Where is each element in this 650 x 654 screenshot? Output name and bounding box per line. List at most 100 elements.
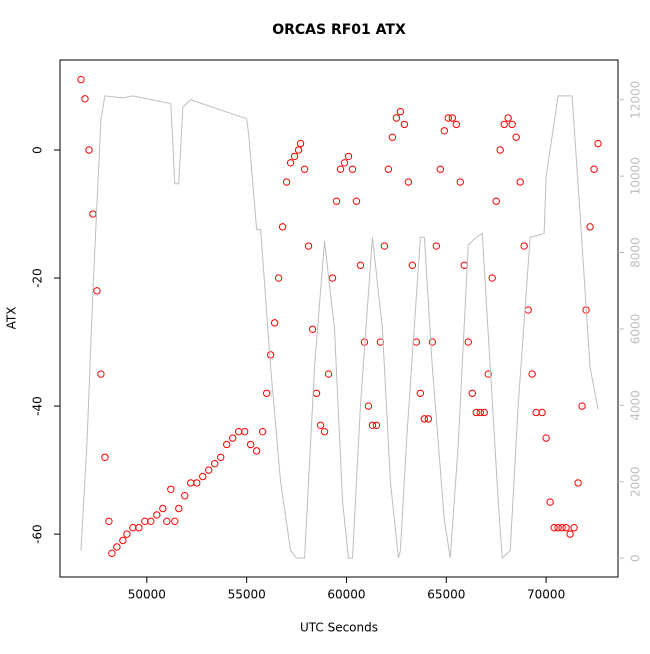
data-point: [488, 274, 496, 282]
data-point: [586, 223, 594, 231]
data-point: [240, 427, 249, 436]
data-point: [332, 197, 341, 205]
data-point: [246, 440, 255, 449]
data-point: [570, 524, 578, 532]
data-point: [85, 146, 93, 154]
data-point: [167, 485, 175, 493]
data-point: [424, 415, 433, 423]
data-point: [448, 114, 456, 122]
data-point: [81, 95, 89, 103]
data-point: [266, 351, 275, 359]
data-point: [147, 517, 155, 526]
data-point: [472, 408, 480, 417]
data-point: [223, 440, 231, 449]
data-point: [119, 536, 127, 545]
data-point: [199, 472, 207, 481]
data-point: [316, 421, 325, 429]
data-point: [440, 127, 449, 135]
data-point: [542, 434, 550, 442]
x-tick-label: 70000: [527, 588, 565, 602]
x-tick-label: 60000: [327, 588, 365, 602]
data-point: [181, 491, 189, 500]
data-point: [444, 114, 453, 122]
y-tick-label: -20: [31, 268, 45, 288]
data-point: [113, 543, 121, 551]
data-point: [290, 152, 299, 161]
data-point: [175, 504, 183, 513]
data-point: [320, 427, 329, 436]
data-point: [340, 159, 349, 167]
data-point: [129, 524, 137, 532]
data-point: [364, 402, 373, 410]
data-point: [101, 453, 109, 461]
data-point: [352, 197, 361, 205]
data-point: [512, 133, 520, 141]
data-point: [159, 504, 167, 513]
data-point: [392, 114, 401, 122]
data-point: [452, 120, 460, 129]
data-point: [187, 479, 195, 487]
data-point: [97, 370, 105, 378]
y-tick-label: -40: [31, 396, 45, 416]
data-point: [484, 370, 492, 378]
data-point: [93, 287, 101, 295]
data-point: [436, 165, 445, 173]
y2-tick-label: 8000: [629, 237, 643, 268]
data-point: [171, 517, 179, 526]
data-point: [404, 178, 413, 186]
data-point: [312, 389, 321, 397]
data-point: [520, 242, 528, 250]
data-point: [384, 165, 393, 173]
y2-tick-label: 2000: [629, 466, 643, 497]
x-tick-label: 65000: [427, 588, 465, 602]
data-point: [538, 408, 546, 417]
data-point: [578, 402, 586, 410]
data-point: [294, 146, 303, 154]
y-tick-label: 0: [31, 146, 45, 154]
y-axis-label: ATX: [5, 307, 19, 330]
data-point: [590, 165, 598, 173]
data-point: [516, 178, 524, 186]
data-point: [480, 408, 488, 417]
data-point: [105, 517, 113, 526]
data-point: [428, 338, 437, 346]
data-point: [508, 120, 516, 129]
data-point: [396, 107, 405, 116]
data-point: [348, 165, 357, 173]
data-point: [228, 434, 237, 442]
y2-tick-label: 12000: [629, 81, 643, 119]
data-point: [356, 261, 365, 269]
data-point: [300, 165, 309, 173]
data-point: [500, 120, 508, 129]
data-point: [376, 338, 385, 346]
data-point: [77, 75, 85, 84]
data-point: [456, 178, 464, 186]
data-point: [550, 524, 558, 532]
data-point: [258, 427, 267, 436]
plot-frame: [59, 59, 619, 578]
data-point: [89, 210, 97, 218]
data-point: [205, 466, 213, 474]
data-point: [135, 524, 143, 532]
altitude-line: [80, 95, 599, 560]
x-tick-label: 50000: [128, 588, 166, 602]
data-point: [282, 178, 291, 186]
data-point: [163, 517, 171, 526]
data-point: [328, 274, 337, 282]
data-point: [412, 338, 421, 346]
x-tick-label: 55000: [228, 588, 266, 602]
data-point: [420, 415, 429, 423]
data-point: [324, 370, 333, 378]
data-point: [388, 133, 397, 141]
data-point: [193, 479, 201, 487]
data-point: [532, 408, 540, 417]
data-point: [286, 159, 295, 167]
data-point: [270, 319, 279, 327]
data-point: [528, 370, 536, 378]
data-point: [153, 511, 161, 519]
data-point: [308, 325, 317, 333]
data-point: [274, 274, 283, 282]
data-point: [476, 408, 484, 417]
data-point: [554, 524, 562, 532]
data-point: [380, 242, 389, 250]
